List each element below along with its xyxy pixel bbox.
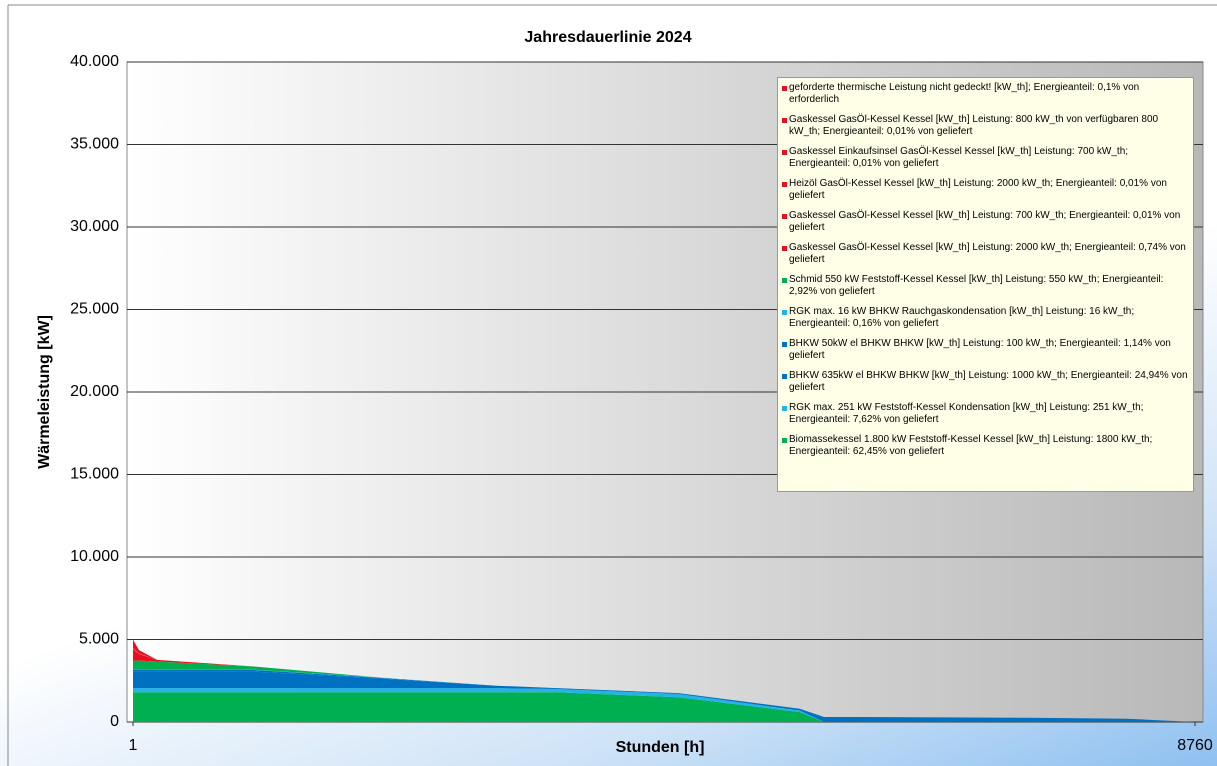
x-tick-label: 1 xyxy=(129,737,138,754)
legend: geforderte thermische Leistung nicht ged… xyxy=(777,77,1194,492)
y-tick-label: 40.000 xyxy=(70,53,119,70)
y-tick-label: 10.000 xyxy=(70,548,119,565)
y-tick-label: 20.000 xyxy=(70,383,119,400)
legend-entry: Gaskessel GasÖl-Kessel Kessel [kW_th] Le… xyxy=(782,114,1189,138)
y-tick-label: 30.000 xyxy=(70,218,119,235)
legend-entry: RGK max. 251 kW Feststoff-Kessel Kondens… xyxy=(782,402,1189,426)
legend-swatch xyxy=(782,86,787,91)
legend-swatch xyxy=(782,374,787,379)
legend-label: BHKW 635kW el BHKW BHKW [kW_th] Leistung… xyxy=(789,370,1188,393)
legend-entry: geforderte thermische Leistung nicht ged… xyxy=(782,82,1189,106)
legend-swatch xyxy=(782,118,787,123)
legend-entry: BHKW 50kW el BHKW BHKW [kW_th] Leistung:… xyxy=(782,338,1189,362)
y-tick-label: 25.000 xyxy=(70,301,119,318)
legend-swatch xyxy=(782,438,787,443)
legend-label: Schmid 550 kW Feststoff-Kessel Kessel [k… xyxy=(789,274,1164,297)
area xyxy=(133,688,1195,722)
area xyxy=(133,671,1195,722)
legend-entry: Schmid 550 kW Feststoff-Kessel Kessel [k… xyxy=(782,274,1189,298)
legend-swatch xyxy=(782,278,787,283)
legend-entry: RGK max. 16 kW BHKW Rauchgaskondensation… xyxy=(782,306,1189,330)
y-tick-label: 35.000 xyxy=(70,136,119,153)
legend-entry: Gaskessel GasÖl-Kessel Kessel [kW_th] Le… xyxy=(782,210,1189,234)
legend-label: Heizöl GasÖl-Kessel Kessel [kW_th] Leist… xyxy=(789,178,1167,201)
legend-label: RGK max. 251 kW Feststoff-Kessel Kondens… xyxy=(789,402,1144,425)
y-tick-label: 0 xyxy=(110,713,119,730)
legend-label: RGK max. 16 kW BHKW Rauchgaskondensation… xyxy=(789,306,1135,329)
legend-swatch xyxy=(782,406,787,411)
legend-entry: Biomassekessel 1.800 kW Feststoff-Kessel… xyxy=(782,434,1189,458)
legend-entry: Gaskessel GasÖl-Kessel Kessel [kW_th] Le… xyxy=(782,242,1189,266)
legend-swatch xyxy=(782,214,787,219)
legend-label: Biomassekessel 1.800 kW Feststoff-Kessel… xyxy=(789,434,1153,457)
legend-swatch xyxy=(782,342,787,347)
legend-swatch xyxy=(782,150,787,155)
x-tick-label: 8760 xyxy=(1177,737,1213,754)
legend-entry: BHKW 635kW el BHKW BHKW [kW_th] Leistung… xyxy=(782,370,1189,394)
legend-entry: Gaskessel Einkaufsinsel GasÖl-Kessel Kes… xyxy=(782,146,1189,170)
legend-label: Gaskessel GasÖl-Kessel Kessel [kW_th] Le… xyxy=(789,114,1159,137)
y-tick-label: 5.000 xyxy=(79,631,119,648)
legend-swatch xyxy=(782,246,787,251)
legend-swatch xyxy=(782,182,787,187)
y-tick-label: 15.000 xyxy=(70,466,119,483)
x-axis-label: Stunden [h] xyxy=(616,739,705,756)
legend-label: Gaskessel GasÖl-Kessel Kessel [kW_th] Le… xyxy=(789,210,1181,233)
legend-swatch xyxy=(782,310,787,315)
legend-label: BHKW 50kW el BHKW BHKW [kW_th] Leistung:… xyxy=(789,338,1171,361)
area xyxy=(133,660,1195,722)
area xyxy=(133,692,1195,722)
legend-label: Gaskessel GasÖl-Kessel Kessel [kW_th] Le… xyxy=(789,242,1186,265)
y-axis-label: Wärmeleistung [kW] xyxy=(36,315,53,469)
chart-title: Jahresdauerlinie 2024 xyxy=(524,29,691,46)
legend-entry: Heizöl GasÖl-Kessel Kessel [kW_th] Leist… xyxy=(782,178,1189,202)
legend-label: Gaskessel Einkaufsinsel GasÖl-Kessel Kes… xyxy=(789,146,1129,169)
legend-label: geforderte thermische Leistung nicht ged… xyxy=(789,82,1140,105)
